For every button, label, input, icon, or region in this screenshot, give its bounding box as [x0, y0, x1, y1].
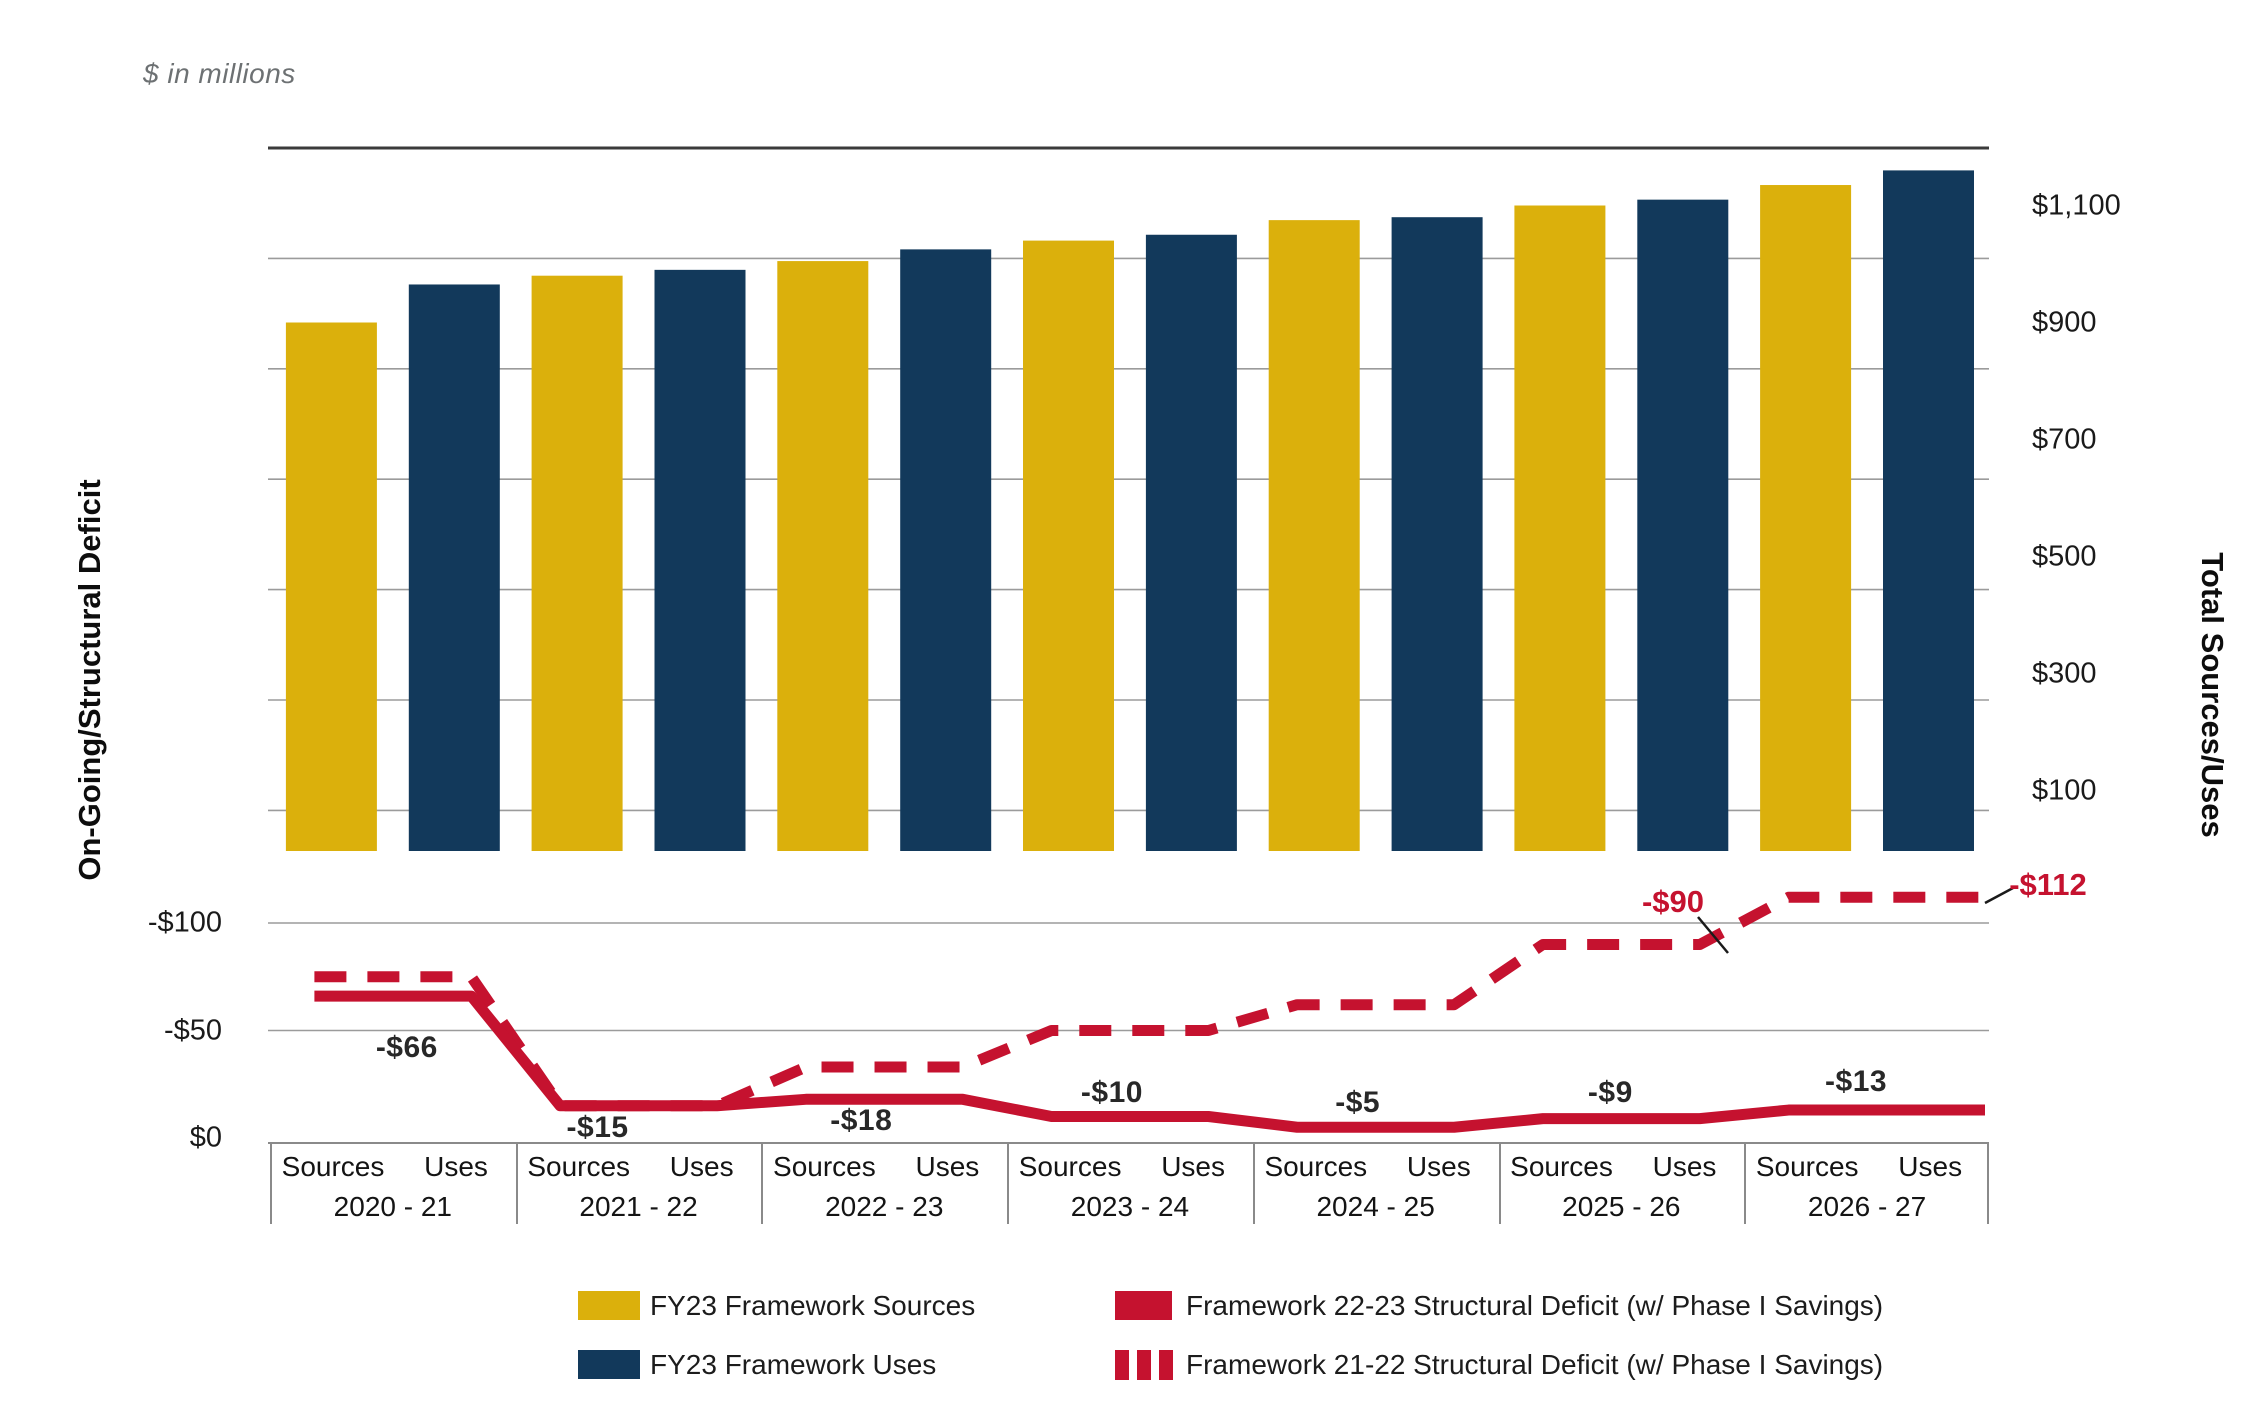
legend-swatch-uses [578, 1350, 640, 1379]
col-header-sources: Sources [1755, 1151, 1859, 1182]
deficit-point-label: -$66 [375, 1031, 438, 1065]
col-header-sources: Sources [281, 1151, 385, 1182]
col-header-uses: Uses [915, 1151, 980, 1182]
col-header-uses: Uses [1652, 1151, 1717, 1182]
table-divider [1744, 1142, 1747, 1224]
col-header-sources: Sources [1018, 1151, 1122, 1182]
deficit-point-label: -$9 [1587, 1075, 1633, 1109]
deficit-point-label: -$18 [830, 1104, 893, 1138]
legend-label-uses: FY23 Framework Uses [650, 1349, 937, 1380]
bar-uses-2 [900, 249, 992, 851]
table-divider [761, 1142, 764, 1224]
annotation-connector [1697, 916, 1729, 954]
left-axis-tick: $0 [189, 1121, 222, 1154]
col-header-sources: Sources [1264, 1151, 1368, 1182]
col-header-sources: Sources [773, 1151, 876, 1182]
bar-uses-4 [1391, 217, 1483, 851]
dash-segment [1159, 1350, 1173, 1380]
deficit-line-dashed [314, 891, 1985, 1112]
table-divider [1007, 1142, 1010, 1224]
col-header-uses: Uses [1898, 1151, 1963, 1182]
bar-uses-1 [654, 269, 746, 852]
bar-uses-3 [1145, 234, 1237, 851]
table-divider [270, 1142, 272, 1224]
bar-uses-5 [1637, 199, 1729, 851]
bar-uses-0 [408, 284, 500, 852]
legend-label-deficit-2122: Framework 21-22 Structural Deficit (w/ P… [1186, 1349, 1884, 1380]
deficit-point-label: -$13 [1825, 1065, 1888, 1099]
legend-label-deficit-2223: Framework 22-23 Structural Deficit (w/ P… [1186, 1290, 1884, 1321]
year-label: 2021 - 22 [579, 1191, 698, 1222]
right-axis-tick: $1,100 [2032, 189, 2121, 221]
units-note: $ in millions [143, 58, 296, 89]
col-header-uses: Uses [1406, 1151, 1471, 1182]
year-label: 2026 - 27 [1807, 1191, 1927, 1222]
year-label: 2020 - 21 [333, 1191, 453, 1222]
table-top-border [268, 1142, 1989, 1144]
dash-segment [1137, 1350, 1151, 1380]
deficit-point-label: -$5 [1335, 1086, 1381, 1120]
legend-swatch-deficit-2122 [1115, 1350, 1173, 1380]
table-divider [1987, 1142, 1989, 1224]
table-divider [1498, 1142, 1501, 1224]
year-label: 2023 - 24 [1070, 1191, 1190, 1222]
deficit-annotation-label: -$90 [1641, 884, 1705, 919]
bar-sources-5 [1514, 205, 1606, 851]
annotation-connector [1984, 886, 2014, 905]
col-header-uses: Uses [1161, 1151, 1225, 1182]
col-header-uses: Uses [669, 1151, 734, 1182]
deficit-line-solid [314, 990, 1985, 1133]
legend-swatch-deficit-2223 [1115, 1291, 1172, 1320]
col-header-sources: Sources [527, 1151, 631, 1182]
bar-sources-0 [285, 322, 377, 851]
left-axis-tick: -$50 [163, 1014, 222, 1046]
bar-sources-2 [777, 261, 869, 851]
legend-label-sources: FY23 Framework Sources [650, 1290, 976, 1321]
right-axis-tick: $700 [2032, 423, 2097, 455]
deficit-point-label: -$15 [566, 1110, 629, 1144]
table-divider [515, 1142, 518, 1224]
bar-sources-3 [1023, 240, 1114, 852]
right-axis-tick: $500 [2032, 540, 2097, 572]
bar-sources-4 [1268, 220, 1360, 851]
bar-sources-6 [1760, 185, 1852, 851]
col-header-sources: Sources [1510, 1151, 1613, 1182]
right-axis-tick: $300 [2032, 657, 2097, 689]
bar-sources-1 [531, 275, 623, 851]
left-axis-tick: -$100 [147, 906, 222, 939]
table-divider [1252, 1142, 1255, 1224]
bar-uses-6 [1883, 170, 1974, 851]
year-label: 2025 - 26 [1562, 1191, 1681, 1222]
year-label: 2024 - 25 [1316, 1191, 1435, 1222]
right-axis-tick: $100 [2032, 774, 2097, 806]
legend-swatch-sources [578, 1291, 640, 1320]
year-label: 2022 - 23 [825, 1191, 944, 1222]
deficit-annotation-label: -$112 [2009, 867, 2087, 902]
col-header-uses: Uses [424, 1151, 488, 1182]
right-axis-tick: $900 [2032, 306, 2097, 338]
deficit-point-label: -$10 [1080, 1075, 1143, 1109]
dash-segment [1115, 1350, 1129, 1380]
